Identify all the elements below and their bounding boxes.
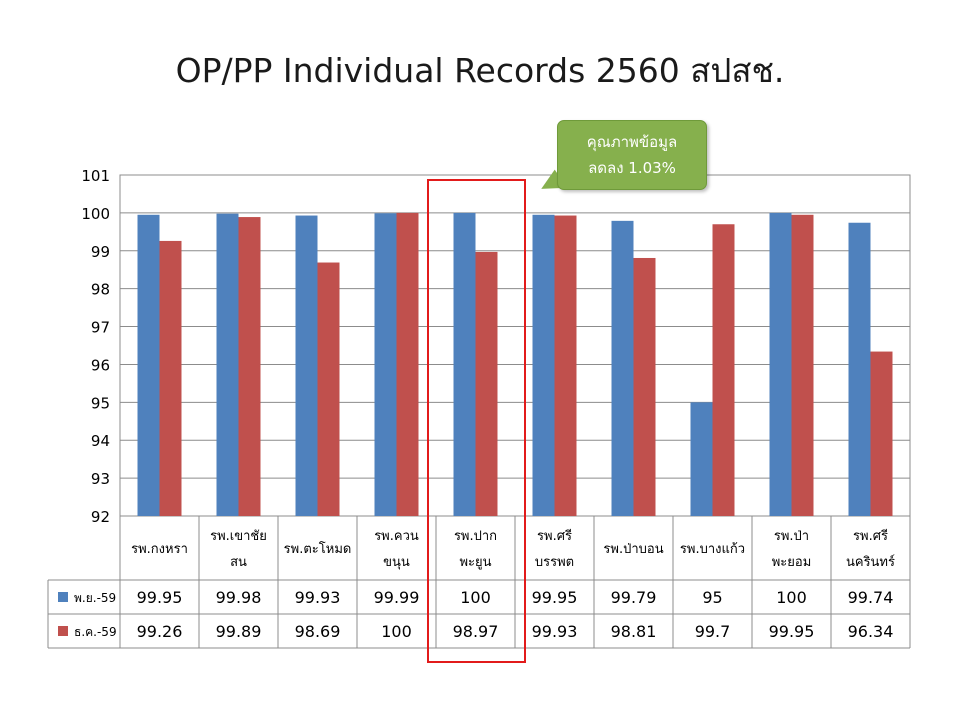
category-label: บรรพต [535, 555, 574, 570]
bar-nov-5 [532, 214, 555, 517]
data-label: 99.26 [137, 622, 183, 641]
y-tick-label: 94 [91, 432, 110, 450]
data-label: 99.95 [769, 622, 815, 641]
y-tick-label: 99 [91, 243, 110, 261]
data-label: 96.34 [848, 622, 894, 641]
data-label: 99.89 [216, 622, 262, 641]
y-axis: 92 93 94 95 96 97 98 99 100 101 [81, 167, 110, 526]
y-tick-label: 92 [91, 508, 110, 526]
bar-nov-4 [453, 212, 476, 516]
callout-line-1: คุณภาพข้อมูล [586, 133, 678, 151]
bar-dec-5 [554, 215, 577, 516]
category-label: รพ.บางแก้ว [680, 542, 745, 557]
bar-nov-6 [611, 220, 634, 516]
legend-label: พ.ย.-59 [74, 591, 116, 605]
data-label: 99.95 [532, 588, 578, 607]
bar-nov-8 [769, 212, 792, 516]
legend-swatch [58, 592, 68, 602]
bar-dec-4 [475, 251, 498, 517]
data-label: 99.7 [695, 622, 731, 641]
category-label: รพ.ปาก [454, 529, 497, 544]
bar-nov-9 [848, 222, 871, 517]
bar-nov-2 [295, 215, 318, 516]
bars [137, 212, 893, 517]
data-label: 100 [776, 588, 807, 607]
data-label: 99.93 [295, 588, 341, 607]
bar-nov-1 [216, 213, 239, 516]
category-label: นครินทร์ [846, 554, 895, 570]
category-label: รพ.เขาชัย [210, 529, 267, 544]
data-label: 95 [702, 588, 722, 607]
category-label: รพ.ป่าบอน [603, 542, 663, 557]
highlight-box [427, 179, 526, 663]
bar-dec-3 [396, 212, 419, 516]
bar-dec-6 [633, 257, 656, 516]
data-label: 99.93 [532, 622, 578, 641]
data-label: 98.97 [453, 622, 499, 641]
category-label: สน [230, 555, 247, 570]
data-label: 99.79 [611, 588, 657, 607]
category-label: รพ.ป่า [774, 529, 809, 544]
callout-line-2: ลดลง 1.03% [588, 159, 676, 177]
data-label: 99.95 [137, 588, 183, 607]
y-tick-label: 98 [91, 281, 110, 299]
bar-dec-7 [712, 224, 735, 516]
y-tick-label: 95 [91, 394, 110, 412]
data-label: 99.74 [848, 588, 894, 607]
bar-nov-7 [690, 402, 713, 516]
data-label: 98.81 [611, 622, 657, 641]
bar-dec-1 [238, 217, 261, 516]
category-label: รพ.ตะโหมด [284, 541, 352, 557]
category-label: รพ.ควน [374, 529, 419, 544]
category-label: รพ.ศรี [537, 528, 572, 544]
category-label: ขนุน [383, 555, 410, 570]
category-label: รพ.ศรี [853, 528, 888, 544]
category-label: พะยูน [459, 555, 491, 570]
legend-swatch [58, 626, 68, 636]
callout-bubble: คุณภาพข้อมูล ลดลง 1.03% [557, 120, 707, 190]
bar-nov-3 [374, 213, 397, 517]
bar-dec-8 [791, 214, 814, 517]
data-label: 99.99 [374, 588, 420, 607]
category-label: พะยอม [772, 555, 812, 570]
bar-dec-0 [159, 240, 182, 516]
data-label: 100 [381, 622, 412, 641]
category-label: รพ.กงหรา [131, 542, 188, 557]
data-label: 98.69 [295, 622, 341, 641]
data-label: 99.98 [216, 588, 262, 607]
y-tick-label: 97 [91, 319, 110, 337]
chart-title: OP/PP Individual Records 2560 สปสช. [175, 51, 785, 90]
data-label: 100 [460, 588, 491, 607]
bar-nov-0 [137, 214, 160, 517]
y-tick-label: 101 [81, 167, 110, 185]
y-tick-label: 96 [91, 356, 110, 374]
legend-label: ธ.ค.-59 [74, 625, 117, 639]
y-tick-label: 93 [91, 470, 110, 488]
y-tick-label: 100 [81, 205, 110, 223]
bar-dec-9 [870, 351, 893, 516]
bar-dec-2 [317, 262, 340, 516]
